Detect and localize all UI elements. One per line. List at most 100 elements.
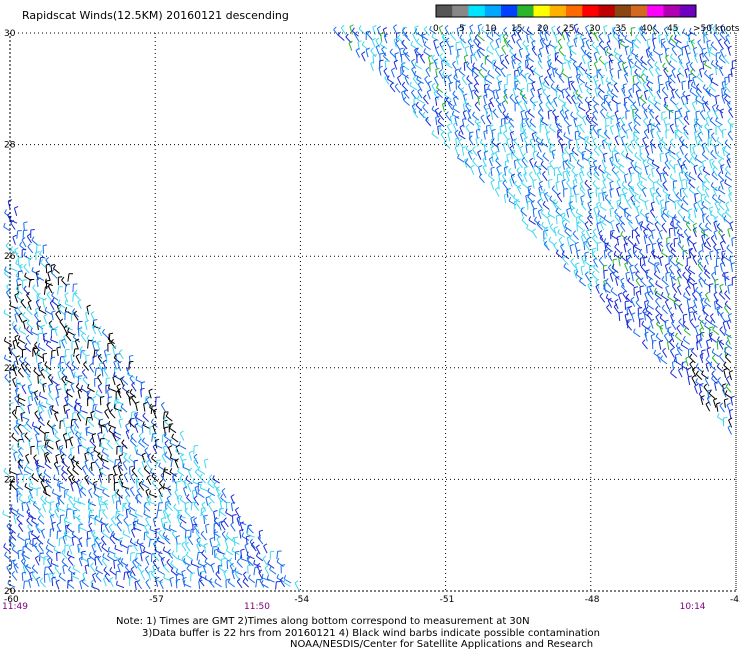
map-title: Rapidscat Winds(12.5KM) 20160121 descend…: [22, 9, 289, 22]
wind-barb: [45, 478, 53, 489]
wind-barb: [679, 187, 685, 198]
wind-barb: [45, 340, 54, 350]
wind-barb: [704, 298, 712, 308]
wind-barb: [704, 100, 711, 111]
wind-barb: [128, 502, 136, 512]
wind-barb: [539, 30, 544, 42]
legend-label: 40: [641, 24, 653, 34]
wind-barb: [655, 297, 661, 308]
wind-barb: [632, 200, 639, 210]
wind-barb: [57, 370, 62, 381]
wind-barb: [452, 104, 460, 114]
wind-barb: [661, 249, 669, 258]
wind-barb: [716, 104, 724, 114]
wind-barb: [569, 195, 575, 205]
wind-barb: [58, 305, 66, 316]
wind-barb: [690, 81, 699, 91]
wind-barb: [589, 165, 594, 176]
wind-barb: [659, 152, 664, 163]
wind-barb: [685, 221, 692, 231]
wind-barb: [626, 320, 632, 331]
wind-barb: [57, 504, 66, 512]
wind-barb: [400, 53, 406, 63]
wind-barb: [581, 229, 587, 240]
wind-barb: [684, 153, 691, 164]
wind-barb: [537, 52, 542, 63]
wind-barb: [628, 87, 633, 99]
wind-barb: [19, 403, 26, 414]
wind-barb: [681, 139, 689, 149]
wind-barb: [10, 219, 16, 230]
wind-barb: [630, 139, 636, 150]
wind-barb: [557, 229, 565, 238]
wind-barb: [17, 549, 22, 560]
wind-barb: [263, 543, 268, 554]
wind-barb: [22, 279, 27, 289]
wind-barb: [79, 486, 87, 497]
wind-barb: [77, 320, 83, 330]
wind-barb: [21, 348, 27, 358]
wind-barb: [164, 451, 172, 461]
wind-barb: [87, 383, 95, 393]
wind-barb: [703, 51, 710, 62]
wind-barb: [16, 493, 21, 503]
wind-barb: [532, 164, 537, 175]
wind-barb: [81, 578, 89, 588]
wind-barb: [619, 193, 625, 204]
wind-barb: [179, 521, 187, 531]
wind-barb: [72, 292, 78, 302]
wind-barb: [97, 383, 103, 394]
wind-barb: [704, 321, 712, 331]
wind-barb: [201, 549, 208, 560]
wind-barb: [706, 39, 711, 50]
wind-barb: [458, 138, 464, 149]
wind-barb: [65, 508, 72, 518]
legend-label: 5: [459, 24, 465, 34]
wind-barb: [375, 44, 380, 55]
wind-barb: [117, 387, 122, 399]
wind-barb: [542, 152, 550, 162]
wind-barb: [94, 405, 103, 414]
wind-barb: [135, 401, 140, 412]
wind-barb: [540, 160, 548, 171]
wind-barb: [660, 38, 666, 48]
wind-barb: [46, 538, 55, 548]
wind-barb: [409, 81, 417, 91]
wind-barb: [703, 241, 712, 251]
wind-barb: [719, 262, 725, 272]
wind-barb: [688, 179, 696, 189]
wind-barb: [366, 30, 373, 41]
wind-barb: [15, 418, 21, 429]
wind-barb: [652, 250, 660, 260]
wind-barb: [730, 395, 735, 406]
wind-barb: [91, 433, 96, 443]
wind-barb: [674, 117, 680, 127]
wind-barb: [655, 187, 662, 198]
wind-barb: [704, 269, 711, 279]
wind-barb: [117, 408, 123, 419]
wind-barb: [28, 512, 37, 520]
wind-barb: [73, 371, 82, 380]
wind-barb: [528, 187, 536, 197]
wind-barb: [661, 111, 666, 121]
wind-barb: [455, 41, 461, 51]
wind-barb: [509, 93, 516, 104]
wind-barb: [236, 558, 243, 569]
wind-barb: [620, 116, 626, 127]
wind-barb: [66, 523, 74, 533]
wind-barb: [546, 94, 552, 105]
wind-barb: [715, 116, 723, 126]
wind-barb: [682, 187, 688, 198]
wind-barb: [605, 124, 610, 135]
wind-barb: [665, 123, 671, 133]
wind-barb: [554, 68, 562, 78]
wind-barb: [586, 170, 593, 181]
wind-barb: [84, 474, 90, 485]
wind-barb: [417, 88, 423, 99]
wind-barb: [628, 121, 633, 132]
wind-barb: [122, 460, 128, 471]
wind-barb: [403, 89, 410, 99]
wind-barb: [709, 116, 717, 127]
wind-barb: [713, 243, 719, 254]
wind-barb: [513, 137, 520, 148]
